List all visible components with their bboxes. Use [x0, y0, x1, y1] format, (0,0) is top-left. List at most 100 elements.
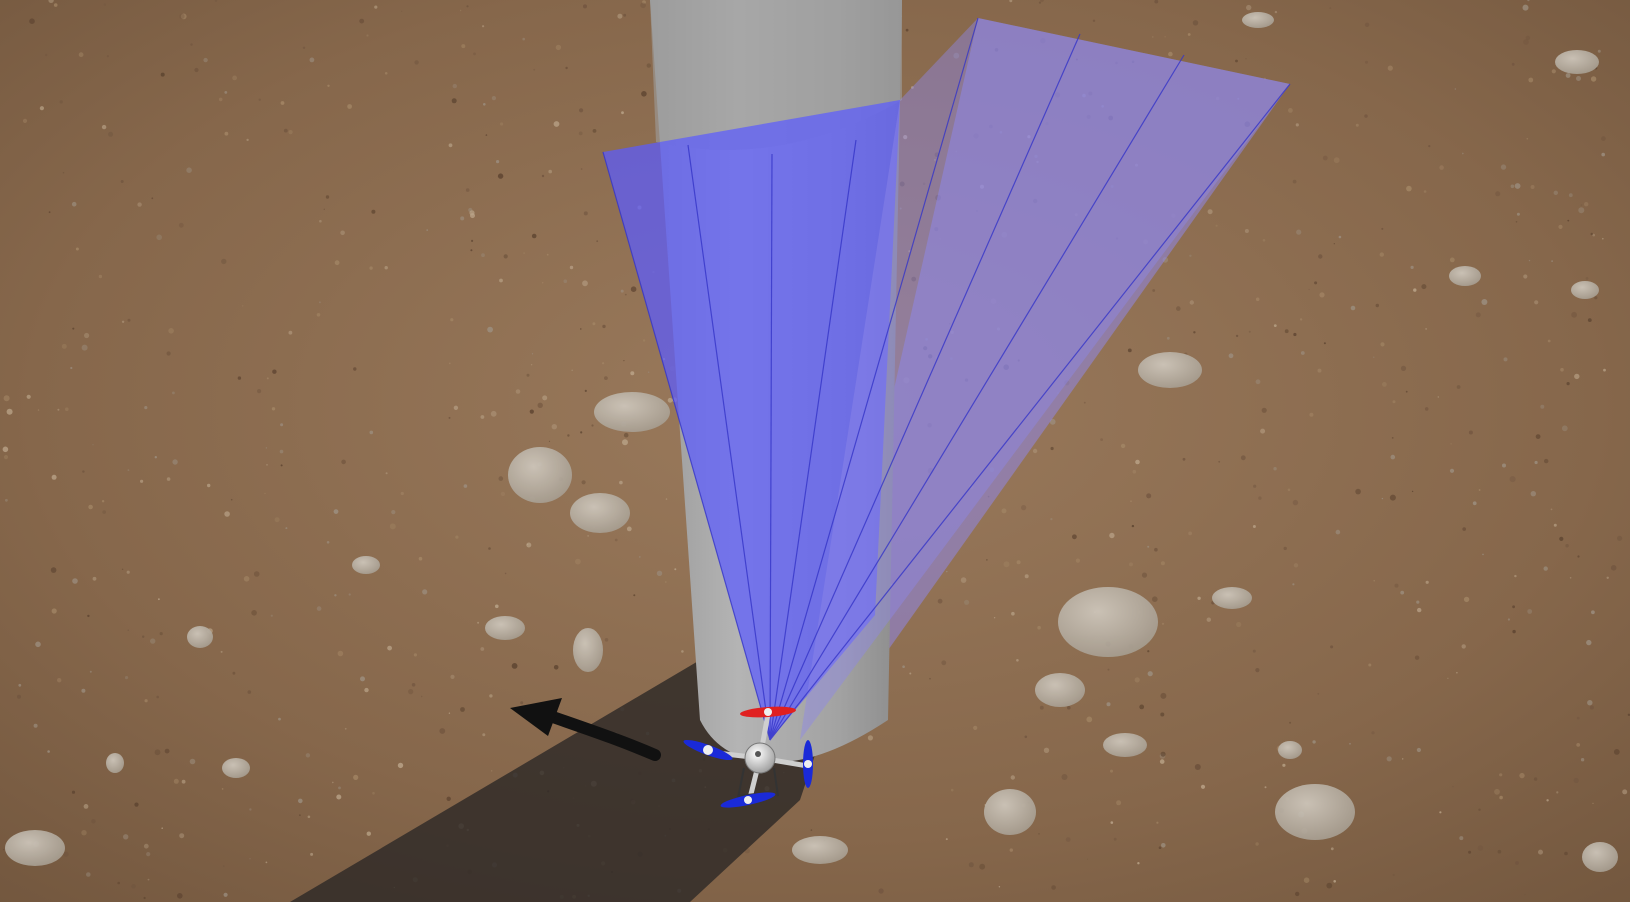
ground-speck — [1452, 785, 1454, 788]
ground-speck — [232, 671, 236, 675]
ground-speck — [1161, 622, 1165, 625]
ground-speck — [1391, 437, 1394, 439]
ground-speck — [65, 407, 69, 412]
ground-speck — [592, 129, 597, 133]
ground-speck — [646, 63, 651, 68]
ground-speck — [87, 614, 90, 618]
ground-speck — [1417, 607, 1422, 613]
ground-speck — [1333, 243, 1335, 245]
ground-speck — [542, 395, 548, 401]
ground-speck — [1610, 565, 1617, 571]
ground-speck — [867, 735, 874, 741]
ground-speck — [177, 893, 183, 899]
ground-speck — [140, 479, 144, 483]
ground-speck — [1235, 59, 1238, 63]
ground-speck — [1400, 590, 1405, 595]
ground-speck — [1355, 488, 1361, 495]
ground-speck — [1421, 284, 1427, 290]
ground-speck — [159, 632, 163, 636]
ground-speck — [17, 694, 21, 699]
ground-speck — [455, 535, 459, 539]
ground-speck — [422, 589, 428, 595]
quadrotor-icon[interactable] — [682, 705, 813, 811]
ground-speck — [1576, 743, 1581, 747]
ground-speck — [1590, 76, 1597, 82]
ground-speck — [1528, 259, 1531, 262]
ground-speck — [452, 83, 457, 89]
ground-speck — [310, 852, 314, 856]
ground-speck — [121, 568, 124, 570]
ground-speck — [946, 570, 948, 573]
ground-speck — [1613, 749, 1620, 755]
ground-speck — [1447, 677, 1449, 679]
ground-speck — [1556, 791, 1559, 794]
ground-speck — [1001, 508, 1007, 514]
ground-speck — [131, 884, 136, 889]
ground-speck — [604, 638, 609, 642]
ground-speck — [461, 44, 466, 49]
ground-speck — [1282, 763, 1286, 767]
ground-speck — [418, 556, 423, 561]
ground-speck — [249, 858, 251, 860]
ground-speck — [39, 106, 45, 111]
ground-speck — [307, 815, 311, 819]
ground-speck — [450, 674, 455, 680]
ground-speck — [22, 118, 28, 123]
ground-speck — [623, 432, 629, 438]
ground-speck — [1106, 702, 1111, 707]
ground-speck — [400, 491, 404, 496]
ground-speck — [1160, 751, 1166, 757]
ground-speck — [143, 896, 146, 900]
ground-speck — [480, 647, 485, 651]
ground-speck — [481, 253, 485, 258]
ground-speck — [1109, 532, 1115, 539]
ground-speck — [1413, 288, 1417, 292]
ground-speck — [591, 424, 594, 427]
ground-speck — [1039, 705, 1044, 710]
ground-speck — [1299, 318, 1303, 321]
ground-speck — [62, 171, 65, 174]
ground-speck — [1564, 851, 1568, 856]
ground-speck — [439, 728, 446, 734]
ground-speck — [1193, 331, 1196, 334]
ground-speck — [531, 233, 537, 239]
ground-speck — [1292, 499, 1299, 506]
ground-speck — [48, 0, 54, 3]
ground-speck — [1571, 311, 1577, 318]
ground-speck — [1061, 774, 1068, 780]
ground-speck — [448, 416, 451, 419]
ground-speck — [91, 819, 96, 824]
ground-speck — [1244, 229, 1249, 233]
ground-speck — [1130, 500, 1132, 503]
ground-speck — [1594, 296, 1598, 300]
ground-speck — [1580, 758, 1585, 762]
ground-speck — [126, 570, 130, 574]
ground-speck — [232, 75, 238, 81]
ground-speck — [1527, 609, 1533, 614]
ground-speck — [327, 84, 330, 88]
ground-speck — [1338, 235, 1342, 239]
ground-speck — [1577, 555, 1580, 558]
ground-speck — [1107, 668, 1110, 671]
ground-speck — [1535, 434, 1541, 439]
ground-speck — [384, 266, 388, 270]
ground-speck — [463, 484, 468, 488]
ground-speck — [1010, 775, 1015, 780]
ground-speck — [1011, 611, 1015, 616]
ground-speck — [1364, 22, 1370, 27]
ground-speck — [264, 492, 266, 495]
ground-speck — [453, 405, 459, 410]
ground-speck — [3, 395, 10, 402]
ground-speck — [288, 330, 293, 335]
ground-speck — [1565, 544, 1569, 548]
ground-speck — [623, 360, 625, 362]
ground-speck — [466, 5, 469, 8]
ground-speck — [84, 332, 90, 339]
ground-speck — [353, 367, 357, 371]
ground-speck — [316, 606, 322, 611]
ground-speck — [1559, 536, 1564, 542]
ground-speck — [302, 46, 306, 49]
ground-speck — [1049, 418, 1056, 425]
ground-speck — [522, 37, 525, 41]
ground-speck — [1587, 318, 1592, 322]
